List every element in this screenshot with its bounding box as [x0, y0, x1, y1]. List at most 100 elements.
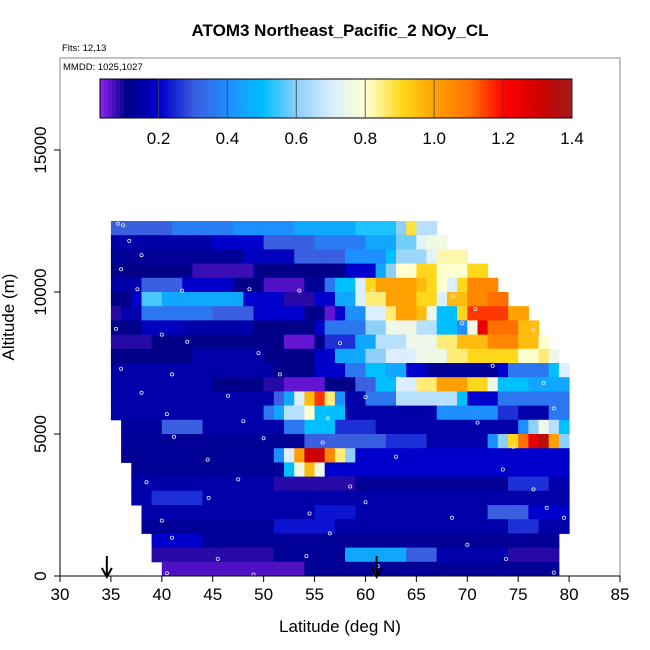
heatmap-cell: [355, 561, 366, 577]
heatmap-cell: [182, 505, 193, 520]
heatmap-cell: [528, 519, 540, 534]
heatmap-cell: [243, 363, 254, 378]
x-tick-label: 50: [254, 585, 273, 604]
heatmap-cell: [518, 377, 529, 392]
heatmap-cell: [212, 377, 224, 392]
heatmap-cell: [304, 277, 316, 293]
heatmap-cell: [273, 263, 285, 279]
heatmap-cell: [334, 561, 346, 577]
heatmap-cell: [172, 249, 183, 265]
heatmap-cell: [334, 490, 346, 506]
heatmap-cell: [457, 405, 468, 421]
heatmap-cell: [304, 434, 316, 449]
observation-point: [465, 542, 470, 547]
heatmap-cell: [477, 419, 489, 435]
heatmap-cell: [294, 306, 305, 321]
heatmap-cell: [457, 448, 468, 463]
colorbar-segment: [172, 79, 177, 118]
heatmap-cell: [345, 306, 356, 321]
heatmap-cell: [406, 561, 417, 577]
arrow-markers: [100, 556, 383, 580]
colorbar-segment: [252, 79, 257, 118]
heatmap-cell: [192, 476, 204, 492]
heatmap-cell: [345, 561, 356, 577]
heatmap-cell: [110, 235, 122, 250]
heatmap-cell: [161, 320, 173, 336]
heatmap-cell: [558, 419, 570, 435]
colorbar: 0.2 0.4 0.6 0.8 1.0 1.2 1.4: [99, 78, 584, 148]
heatmap-cell: [161, 405, 173, 421]
heatmap-cell: [131, 320, 142, 336]
heatmap-cell: [314, 505, 326, 520]
heatmap-cell: [416, 334, 428, 350]
colorbar-segment: [568, 79, 573, 118]
heatmap-cell: [212, 292, 224, 307]
heatmap-cell: [212, 490, 224, 506]
heatmap-cell: [284, 348, 295, 364]
heatmap-cell: [304, 320, 316, 336]
heatmap-cell: [304, 306, 316, 321]
heatmap-cell: [396, 561, 407, 577]
heatmap-cell: [273, 292, 285, 307]
heatmap-cell: [538, 348, 550, 364]
colorbar-segment: [400, 79, 405, 118]
colorbar-segment: [368, 79, 373, 118]
x-tick-label: 85: [611, 585, 630, 604]
heatmap-cell: [192, 533, 204, 549]
observation-point: [450, 294, 455, 299]
heatmap-cell: [243, 391, 254, 407]
heatmap-cell: [172, 533, 183, 549]
heatmap-cell: [508, 405, 519, 421]
heatmap-cell: [355, 533, 366, 549]
heatmap-cell: [416, 462, 428, 478]
heatmap-cell: [385, 235, 397, 250]
heatmap-cell: [355, 391, 366, 407]
heatmap-cell: [416, 263, 428, 279]
heatmap-cell: [222, 561, 234, 577]
heatmap-cell: [487, 377, 499, 392]
observation-point: [404, 355, 409, 360]
heatmap-cell: [324, 561, 336, 577]
observation-point: [395, 376, 400, 381]
observation-point: [531, 328, 536, 333]
heatmap-cell: [151, 249, 163, 265]
colorbar-segment: [288, 79, 293, 118]
heatmap-cell: [558, 405, 570, 421]
heatmap-cell: [416, 348, 428, 364]
colorbar-segment: [552, 79, 557, 118]
heatmap-cell: [436, 533, 448, 549]
heatmap-cell: [222, 505, 234, 520]
heatmap-cell: [558, 476, 570, 492]
heatmap-cell: [548, 533, 560, 549]
heatmap-cell: [212, 462, 224, 478]
heatmap-cell: [436, 419, 448, 435]
heatmap-cell: [222, 363, 234, 378]
heatmap-cell: [385, 391, 397, 407]
heatmap-cell: [131, 263, 142, 279]
colorbar-tick-label: 0.2: [147, 129, 171, 148]
heatmap-cell: [121, 249, 132, 265]
observation-point: [439, 400, 444, 405]
heatmap-cell: [365, 292, 377, 307]
heatmap-cell: [243, 561, 254, 577]
heatmap-cell: [131, 490, 142, 506]
colorbar-segment: [532, 79, 537, 118]
heatmap-cell: [416, 377, 428, 392]
observation-point: [119, 267, 124, 272]
heatmap-cell: [446, 419, 458, 435]
heatmap-cell: [233, 306, 244, 321]
heatmap-cell: [263, 533, 275, 549]
colorbar-segment: [420, 79, 425, 118]
heatmap-cell: [110, 292, 122, 307]
heatmap-cell: [477, 405, 489, 421]
heatmap-cell: [406, 235, 417, 250]
heatmap-cell: [110, 377, 122, 392]
heatmap-cell: [192, 462, 204, 478]
heatmap-cell: [497, 419, 509, 435]
heatmap-cell: [273, 348, 285, 364]
heatmap-cell: [161, 419, 173, 435]
heatmap-cell: [141, 263, 153, 279]
heatmap-cell: [365, 320, 377, 336]
heatmap-cell: [355, 334, 366, 350]
heatmap-cell: [294, 419, 305, 435]
